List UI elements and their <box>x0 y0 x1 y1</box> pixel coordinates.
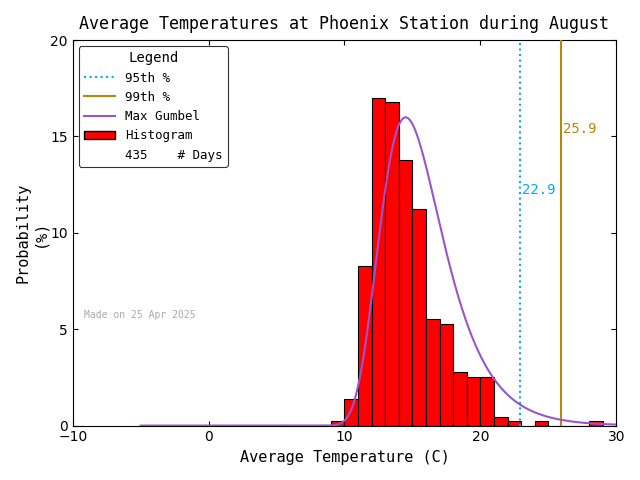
Max Gumbel <box>429 193 437 199</box>
X-axis label: Average Temperature (C): Average Temperature (C) <box>239 450 449 465</box>
Bar <box>399 160 412 426</box>
Max Gumbel <box>402 114 410 120</box>
Max Gumbel <box>458 304 465 310</box>
95th % <box>516 403 524 409</box>
Bar <box>344 399 358 426</box>
Bar <box>494 417 508 426</box>
Legend: 95th %, 99th %, Max Gumbel, Histogram, 435    # Days: 95th %, 99th %, Max Gumbel, Histogram, 4… <box>79 47 228 167</box>
Bar <box>508 421 521 426</box>
Bar <box>331 421 344 426</box>
Bar <box>481 377 494 426</box>
Bar <box>440 324 453 426</box>
Text: 25.9: 25.9 <box>563 121 596 136</box>
Bar <box>385 102 399 426</box>
Bar <box>426 319 440 426</box>
Max Gumbel <box>519 403 527 409</box>
99th % <box>557 423 564 429</box>
Max Gumbel <box>570 419 578 425</box>
Bar <box>453 372 467 426</box>
Bar <box>412 209 426 426</box>
95th % <box>516 423 524 429</box>
Text: 22.9: 22.9 <box>522 183 556 197</box>
Title: Average Temperatures at Phoenix Station during August: Average Temperatures at Phoenix Station … <box>79 15 609 33</box>
99th % <box>557 403 564 409</box>
Bar <box>589 421 603 426</box>
Max Gumbel <box>137 423 145 429</box>
Line: Max Gumbel: Max Gumbel <box>141 117 640 426</box>
Bar <box>358 266 372 426</box>
Bar <box>467 377 481 426</box>
Max Gumbel <box>443 250 451 255</box>
Bar <box>534 421 548 426</box>
Bar <box>372 98 385 426</box>
Y-axis label: Probability
(%): Probability (%) <box>15 183 47 283</box>
Text: Made on 25 Apr 2025: Made on 25 Apr 2025 <box>84 310 195 320</box>
Max Gumbel <box>168 423 175 429</box>
